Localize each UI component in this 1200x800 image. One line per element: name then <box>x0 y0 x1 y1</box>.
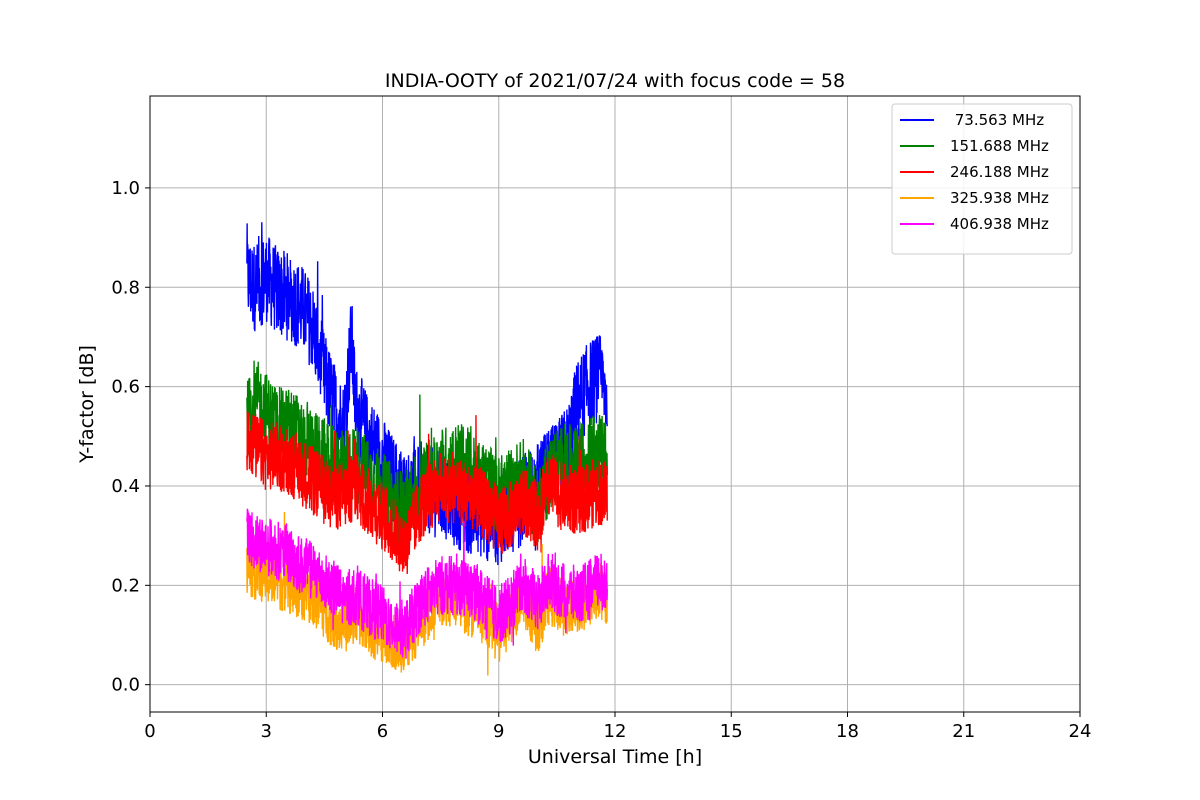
y-tick-label: 0.4 <box>111 476 140 497</box>
x-tick-label: 12 <box>604 721 627 742</box>
series-line <box>246 508 608 659</box>
legend-entry: 246.188 MHz <box>950 163 1049 181</box>
y-axis: 0.0 0.2 0.4 0.6 0.8 1.0 <box>111 178 150 696</box>
x-tick-label: 0 <box>144 721 155 742</box>
legend-box <box>891 103 1073 255</box>
legend: 73.563 MHz 151.688 MHz 246.188 MHz 325.938 … <box>891 103 1073 255</box>
y-tick-label: 0.0 <box>111 675 140 696</box>
y-axis-label: Y-factor [dB] <box>76 345 98 464</box>
x-axis: 0 3 6 9 12 15 18 21 24 <box>144 712 1091 742</box>
series-line <box>246 410 608 574</box>
x-tick-label: 24 <box>1069 721 1092 742</box>
plot-area <box>246 222 608 676</box>
x-tick-label: 21 <box>952 721 975 742</box>
y-tick-label: 0.2 <box>111 575 140 596</box>
y-tick-label: 0.6 <box>111 377 140 398</box>
legend-entry: 73.563 MHz <box>950 111 1044 129</box>
legend-entry: 406.938 MHz <box>950 215 1049 233</box>
x-axis-label: Universal Time [h] <box>528 746 702 768</box>
x-tick-label: 3 <box>261 721 272 742</box>
legend-entry: 151.688 MHz <box>950 137 1049 155</box>
chart-title: INDIA-OOTY of 2021/07/24 with focus code… <box>385 70 845 92</box>
x-tick-label: 6 <box>377 721 388 742</box>
legend-entry: 325.938 MHz <box>950 189 1049 207</box>
y-tick-label: 0.8 <box>111 277 140 298</box>
x-tick-label: 15 <box>720 721 743 742</box>
x-tick-label: 18 <box>836 721 859 742</box>
y-tick-label: 1.0 <box>111 178 140 199</box>
x-tick-label: 9 <box>493 721 504 742</box>
